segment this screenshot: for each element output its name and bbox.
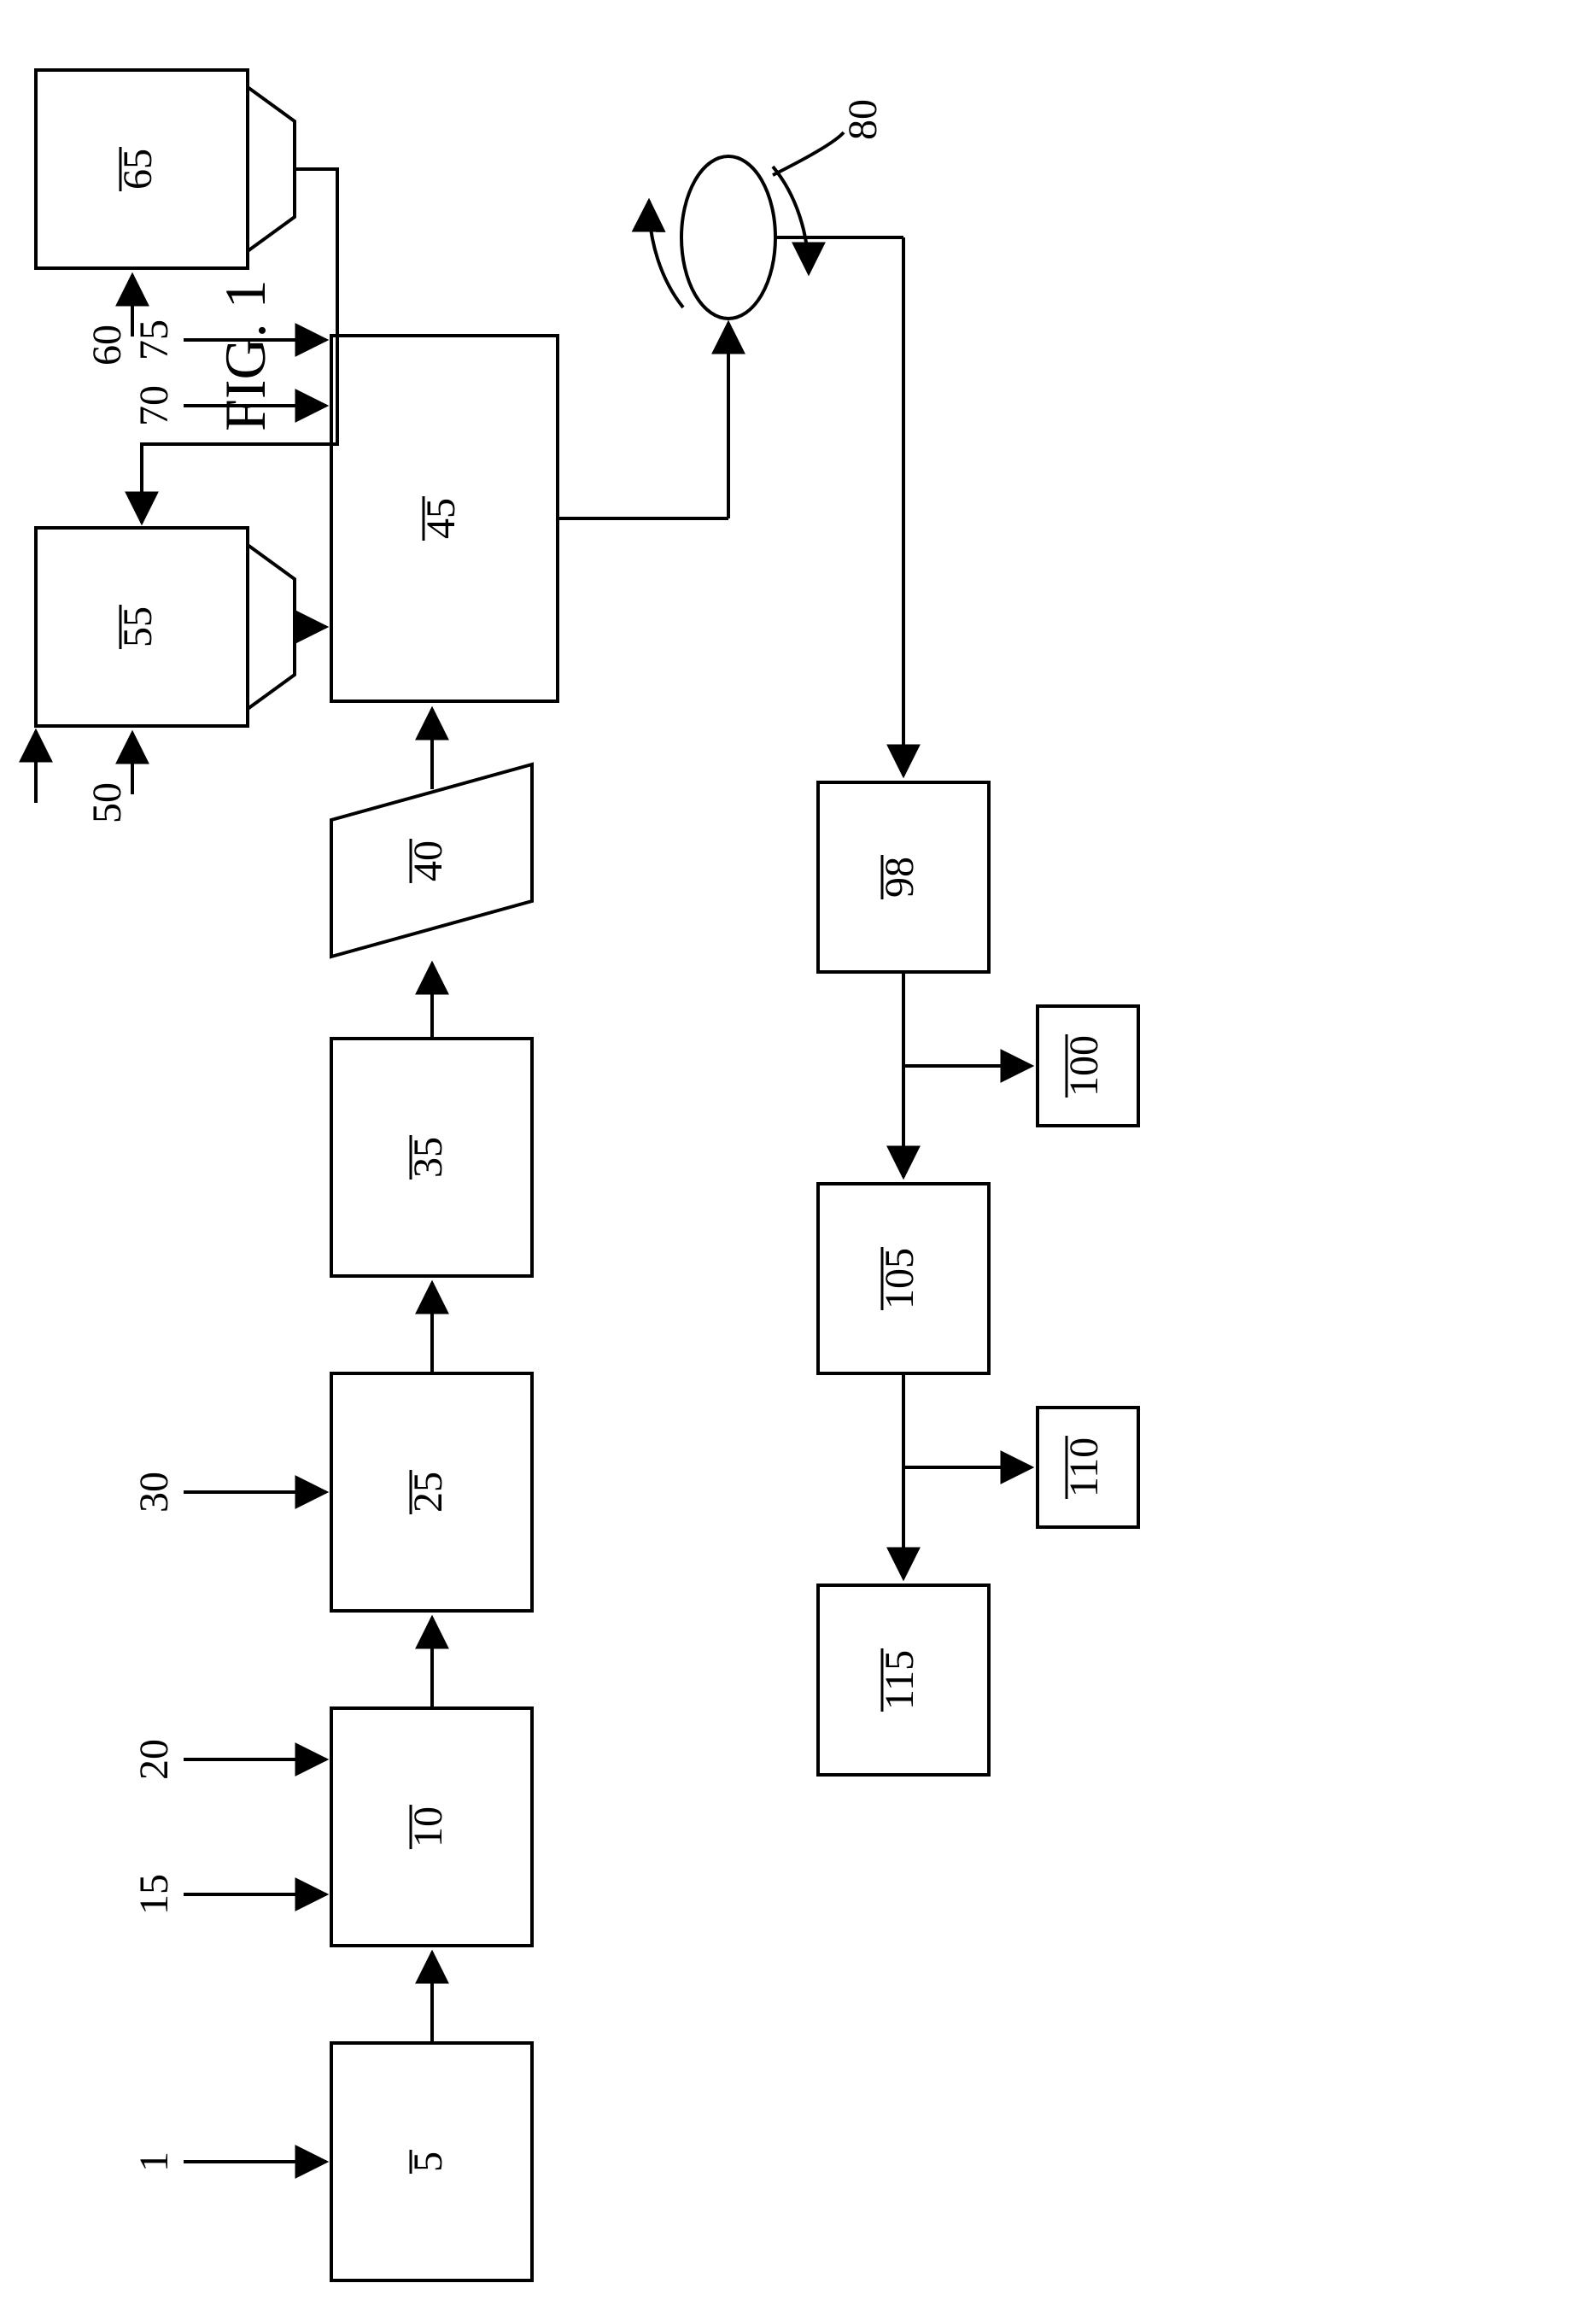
label-105: 105: [877, 1248, 922, 1309]
label-115: 115: [877, 1650, 922, 1710]
label-55: 55: [115, 606, 161, 647]
label-110: 110: [1061, 1437, 1107, 1497]
svg-text:50: 50: [85, 782, 130, 823]
svg-text:60: 60: [85, 325, 130, 366]
label-35: 35: [406, 1137, 451, 1178]
label-45: 45: [418, 498, 464, 539]
label-80: 80: [840, 99, 886, 140]
label-100: 100: [1061, 1035, 1107, 1097]
label-65: 65: [115, 149, 161, 190]
input-20-label: 20: [132, 1739, 177, 1780]
input-70-label: 70: [132, 385, 177, 426]
label-10: 10: [406, 1806, 451, 1847]
input-1-label: 1: [132, 2151, 177, 2172]
node-65: 65: [36, 70, 295, 268]
label-40: 40: [406, 840, 451, 881]
input-75-label: 75: [132, 319, 177, 360]
input-30-label: 30: [132, 1472, 177, 1513]
pointer-60: 60: [85, 275, 132, 366]
pointer-50: 50: [85, 733, 132, 823]
figure-title: FIG. 1: [213, 279, 278, 431]
node-80: 80: [649, 99, 886, 319]
node-55: 55: [36, 528, 295, 726]
label-25: 25: [406, 1472, 451, 1513]
input-15-label: 15: [132, 1874, 177, 1915]
label-5: 5: [406, 2151, 451, 2172]
label-98: 98: [877, 857, 922, 898]
